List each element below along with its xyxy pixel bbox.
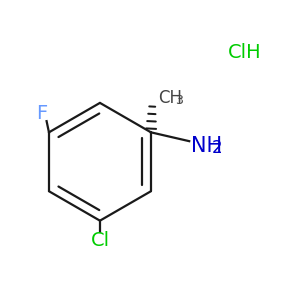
Text: NH: NH xyxy=(191,136,222,156)
Text: F: F xyxy=(36,104,47,123)
Text: 3: 3 xyxy=(175,94,183,107)
Text: ClH: ClH xyxy=(227,43,261,62)
Text: 2: 2 xyxy=(211,139,222,157)
Text: CH: CH xyxy=(158,89,182,107)
Text: Cl: Cl xyxy=(90,231,110,250)
